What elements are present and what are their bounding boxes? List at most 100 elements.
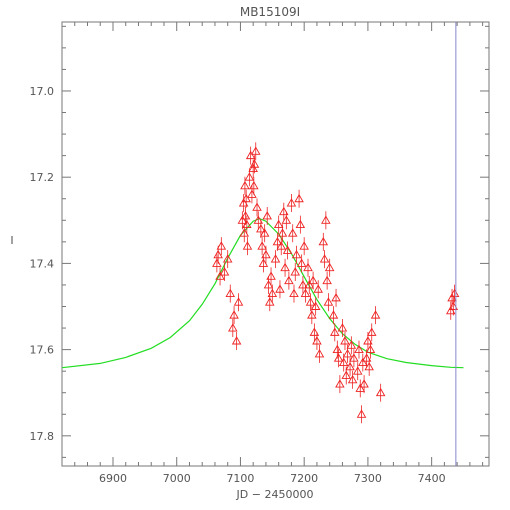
data-point: [238, 194, 249, 213]
model-curve: [61, 217, 464, 369]
triangle-marker: [240, 180, 250, 190]
triangle-marker: [366, 327, 377, 336]
x-tick-label: 6900: [99, 472, 127, 485]
chart-title: MB15109I: [240, 5, 300, 19]
triangle-marker: [358, 357, 368, 366]
triangle-marker: [253, 215, 264, 224]
triangle-marker: [213, 249, 223, 259]
data-point: [352, 362, 363, 381]
triangle-marker: [294, 193, 304, 203]
triangle-marker: [216, 241, 227, 250]
triangle-marker: [270, 254, 281, 263]
data-point: [299, 237, 309, 256]
data-point: [287, 224, 298, 243]
data-point: [346, 336, 357, 355]
triangle-marker: [250, 146, 261, 155]
data-point: [304, 275, 315, 294]
triangle-marker: [257, 241, 267, 250]
data-point: [349, 349, 359, 368]
data-point: [249, 176, 259, 195]
data-point: [354, 340, 364, 359]
data-point: [249, 155, 260, 174]
triangle-marker: [333, 353, 344, 362]
data-point: [270, 250, 281, 269]
data-point: [445, 301, 456, 320]
data-point: [358, 353, 368, 372]
data-point: [215, 267, 225, 286]
data-point: [321, 211, 331, 230]
triangle-marker: [449, 288, 460, 298]
triangle-marker: [329, 327, 340, 336]
triangle-marker: [354, 344, 364, 354]
data-point: [275, 280, 285, 299]
triangle-marker: [279, 206, 289, 216]
triangle-marker: [272, 236, 283, 246]
triangle-marker: [363, 336, 373, 345]
triangle-marker: [281, 215, 292, 224]
triangle-marker: [309, 327, 320, 336]
data-point: [240, 176, 250, 195]
data-point: [303, 258, 313, 277]
triangle-marker: [258, 258, 269, 267]
x-tick-label: 7200: [290, 472, 318, 485]
triangle-marker: [261, 249, 271, 259]
triangle-marker: [239, 228, 250, 237]
x-axis-label: JD − 2450000: [236, 488, 314, 501]
triangle-marker: [308, 275, 318, 285]
triangle-marker: [303, 262, 313, 272]
data-point: [252, 198, 262, 217]
data-point: [241, 189, 251, 208]
triangle-marker: [291, 249, 302, 259]
data-points-layer: [212, 142, 460, 424]
triangle-marker: [370, 310, 381, 319]
data-point: [295, 215, 306, 234]
data-point: [370, 306, 381, 325]
data-point: [233, 293, 244, 312]
triangle-marker: [259, 228, 270, 237]
data-point: [364, 357, 374, 376]
triangle-marker: [219, 267, 230, 276]
triangle-marker: [228, 323, 238, 332]
triangle-marker: [352, 366, 363, 375]
data-point: [337, 319, 348, 338]
data-point: [290, 263, 301, 282]
triangle-marker: [222, 254, 233, 263]
triangle-marker: [359, 379, 369, 388]
triangle-marker: [295, 219, 306, 229]
data-point: [245, 146, 256, 165]
triangle-marker: [248, 163, 258, 173]
y-tick-label: 17.8: [30, 430, 55, 443]
triangle-marker: [322, 275, 332, 285]
triangle-marker: [231, 336, 242, 345]
data-point: [256, 219, 266, 238]
data-point: [242, 237, 253, 256]
triangle-marker: [298, 280, 308, 289]
triangle-marker: [321, 215, 331, 224]
triangle-marker: [280, 262, 290, 272]
data-point: [340, 331, 350, 350]
triangle-marker: [324, 262, 335, 272]
triangle-marker: [241, 193, 251, 203]
triangle-marker: [262, 211, 272, 220]
model-curve-layer: [61, 217, 464, 369]
data-point: [319, 250, 330, 269]
triangle-marker: [267, 288, 278, 298]
data-point: [322, 271, 332, 290]
triangle-marker: [323, 297, 334, 306]
triangle-marker: [215, 271, 225, 280]
triangle-marker: [273, 219, 284, 229]
data-point: [305, 293, 316, 312]
data-point: [296, 254, 307, 273]
axis-ticks: 6900 7000 7100 7200 7300 7400 17.0 17.2 17.4 17.6…: [30, 22, 489, 485]
triangle-marker: [305, 297, 316, 306]
triangle-marker: [242, 219, 252, 229]
triangle-marker: [310, 301, 321, 310]
data-point: [222, 250, 233, 269]
x-tick-label: 7300: [354, 472, 382, 485]
triangle-marker: [356, 409, 367, 418]
data-point: [314, 344, 325, 363]
triangle-marker: [361, 353, 372, 362]
data-point: [273, 215, 284, 234]
data-point: [279, 202, 289, 221]
